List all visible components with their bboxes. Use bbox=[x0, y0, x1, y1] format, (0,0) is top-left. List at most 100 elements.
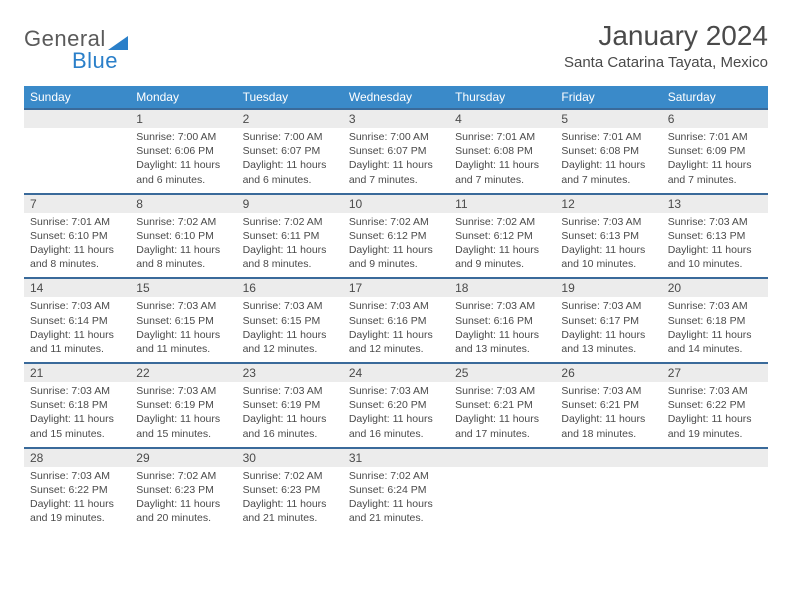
sunrise-text: Sunrise: 7:00 AM bbox=[243, 130, 337, 144]
day-content-cell bbox=[449, 467, 555, 532]
sunrise-text: Sunrise: 7:02 AM bbox=[136, 215, 230, 229]
day-number-cell: 17 bbox=[343, 278, 449, 297]
day-number-cell: 12 bbox=[555, 194, 661, 213]
day-content-cell bbox=[555, 467, 661, 532]
sunrise-text: Sunrise: 7:03 AM bbox=[136, 384, 230, 398]
sunrise-text: Sunrise: 7:02 AM bbox=[455, 215, 549, 229]
sunset-text: Sunset: 6:21 PM bbox=[561, 398, 655, 412]
daylight-text: Daylight: 11 hours and 10 minutes. bbox=[668, 243, 762, 271]
day-number-cell: 5 bbox=[555, 109, 661, 128]
sunset-text: Sunset: 6:12 PM bbox=[455, 229, 549, 243]
day-content-cell: Sunrise: 7:03 AMSunset: 6:14 PMDaylight:… bbox=[24, 297, 130, 363]
day-number-cell: 19 bbox=[555, 278, 661, 297]
daylight-text: Daylight: 11 hours and 12 minutes. bbox=[243, 328, 337, 356]
sunset-text: Sunset: 6:20 PM bbox=[349, 398, 443, 412]
day-content-cell: Sunrise: 7:01 AMSunset: 6:09 PMDaylight:… bbox=[662, 128, 768, 194]
sunset-text: Sunset: 6:23 PM bbox=[136, 483, 230, 497]
day-number-row: 123456 bbox=[24, 109, 768, 128]
sunrise-text: Sunrise: 7:03 AM bbox=[668, 215, 762, 229]
sunset-text: Sunset: 6:06 PM bbox=[136, 144, 230, 158]
sunset-text: Sunset: 6:18 PM bbox=[30, 398, 124, 412]
day-number-cell: 22 bbox=[130, 363, 236, 382]
day-header: Tuesday bbox=[237, 86, 343, 109]
sunset-text: Sunset: 6:07 PM bbox=[243, 144, 337, 158]
day-number-cell: 25 bbox=[449, 363, 555, 382]
daylight-text: Daylight: 11 hours and 7 minutes. bbox=[349, 158, 443, 186]
sunset-text: Sunset: 6:12 PM bbox=[349, 229, 443, 243]
day-content-cell: Sunrise: 7:03 AMSunset: 6:22 PMDaylight:… bbox=[24, 467, 130, 532]
day-content-cell: Sunrise: 7:03 AMSunset: 6:13 PMDaylight:… bbox=[555, 213, 661, 279]
sunset-text: Sunset: 6:17 PM bbox=[561, 314, 655, 328]
daylight-text: Daylight: 11 hours and 13 minutes. bbox=[455, 328, 549, 356]
daylight-text: Daylight: 11 hours and 13 minutes. bbox=[561, 328, 655, 356]
sunset-text: Sunset: 6:10 PM bbox=[136, 229, 230, 243]
sunrise-text: Sunrise: 7:03 AM bbox=[30, 299, 124, 313]
daylight-text: Daylight: 11 hours and 16 minutes. bbox=[243, 412, 337, 440]
day-content-cell: Sunrise: 7:03 AMSunset: 6:19 PMDaylight:… bbox=[237, 382, 343, 448]
daylight-text: Daylight: 11 hours and 11 minutes. bbox=[30, 328, 124, 356]
daylight-text: Daylight: 11 hours and 8 minutes. bbox=[243, 243, 337, 271]
sunset-text: Sunset: 6:09 PM bbox=[668, 144, 762, 158]
day-content-cell: Sunrise: 7:03 AMSunset: 6:16 PMDaylight:… bbox=[343, 297, 449, 363]
day-number-row: 21222324252627 bbox=[24, 363, 768, 382]
sunset-text: Sunset: 6:07 PM bbox=[349, 144, 443, 158]
day-number-cell: 26 bbox=[555, 363, 661, 382]
daylight-text: Daylight: 11 hours and 17 minutes. bbox=[455, 412, 549, 440]
sunrise-text: Sunrise: 7:01 AM bbox=[30, 215, 124, 229]
daylight-text: Daylight: 11 hours and 6 minutes. bbox=[243, 158, 337, 186]
daylight-text: Daylight: 11 hours and 8 minutes. bbox=[30, 243, 124, 271]
daylight-text: Daylight: 11 hours and 7 minutes. bbox=[561, 158, 655, 186]
day-number-cell: 14 bbox=[24, 278, 130, 297]
sunset-text: Sunset: 6:21 PM bbox=[455, 398, 549, 412]
day-number-cell: 3 bbox=[343, 109, 449, 128]
sunrise-text: Sunrise: 7:02 AM bbox=[243, 469, 337, 483]
day-content-cell: Sunrise: 7:03 AMSunset: 6:22 PMDaylight:… bbox=[662, 382, 768, 448]
day-number-cell: 6 bbox=[662, 109, 768, 128]
sunset-text: Sunset: 6:13 PM bbox=[668, 229, 762, 243]
daylight-text: Daylight: 11 hours and 16 minutes. bbox=[349, 412, 443, 440]
day-content-row: Sunrise: 7:01 AM Sunset: 6:10 PM Daylight:… bbox=[24, 213, 768, 279]
day-content-cell: Sunrise: 7:02 AMSunset: 6:11 PMDaylight:… bbox=[237, 213, 343, 279]
daylight-text: Daylight: 11 hours and 9 minutes. bbox=[349, 243, 443, 271]
sunset-text: Sunset: 6:22 PM bbox=[30, 483, 124, 497]
day-number-cell: 24 bbox=[343, 363, 449, 382]
day-header-row: Sunday Monday Tuesday Wednesday Thursday… bbox=[24, 86, 768, 109]
day-number-cell: 9 bbox=[237, 194, 343, 213]
sunrise-text: Sunrise: 7:03 AM bbox=[243, 384, 337, 398]
daylight-text: Daylight: 11 hours and 21 minutes. bbox=[349, 497, 443, 525]
calendar-body: 123456Sunrise: 7:00 AMSunset: 6:06 PMDay… bbox=[24, 109, 768, 531]
sunset-text: Sunset: 6:11 PM bbox=[243, 229, 337, 243]
day-number-cell: 16 bbox=[237, 278, 343, 297]
day-number-cell: 31 bbox=[343, 448, 449, 467]
day-content-cell: Sunrise: 7:03 AMSunset: 6:21 PMDaylight:… bbox=[449, 382, 555, 448]
location-text: Santa Catarina Tayata, Mexico bbox=[564, 54, 768, 71]
sunset-text: Sunset: 6:18 PM bbox=[668, 314, 762, 328]
day-content-cell bbox=[662, 467, 768, 532]
day-number-cell: 4 bbox=[449, 109, 555, 128]
sunrise-text: Sunrise: 7:03 AM bbox=[455, 299, 549, 313]
day-number-row: 78910111213 bbox=[24, 194, 768, 213]
day-content-cell: Sunrise: 7:03 AMSunset: 6:15 PMDaylight:… bbox=[130, 297, 236, 363]
logo: GeneralBlue bbox=[24, 20, 130, 74]
day-number-cell: 27 bbox=[662, 363, 768, 382]
day-header: Friday bbox=[555, 86, 661, 109]
day-number-row: 28293031 bbox=[24, 448, 768, 467]
day-content-cell: Sunrise: 7:02 AMSunset: 6:23 PMDaylight:… bbox=[130, 467, 236, 532]
sunset-text: Sunset: 6:15 PM bbox=[243, 314, 337, 328]
day-content-cell: Sunrise: 7:00 AMSunset: 6:07 PMDaylight:… bbox=[343, 128, 449, 194]
sunset-text: Sunset: 6:19 PM bbox=[243, 398, 337, 412]
day-number-cell: 2 bbox=[237, 109, 343, 128]
day-header: Saturday bbox=[662, 86, 768, 109]
logo-text-blue: Blue bbox=[24, 48, 118, 73]
sunset-text: Sunset: 6:08 PM bbox=[561, 144, 655, 158]
day-number-cell: 10 bbox=[343, 194, 449, 213]
sunrise-text: Sunrise: 7:03 AM bbox=[561, 215, 655, 229]
day-content-row: Sunrise: 7:03 AMSunset: 6:22 PMDaylight:… bbox=[24, 467, 768, 532]
day-number-cell: 20 bbox=[662, 278, 768, 297]
day-number-cell: 7 bbox=[24, 194, 130, 213]
sunset-text: Sunset: 6:08 PM bbox=[455, 144, 549, 158]
daylight-text: Daylight: 11 hours and 10 minutes. bbox=[561, 243, 655, 271]
day-number-row: 14151617181920 bbox=[24, 278, 768, 297]
day-number-cell: 15 bbox=[130, 278, 236, 297]
day-number-cell bbox=[555, 448, 661, 467]
